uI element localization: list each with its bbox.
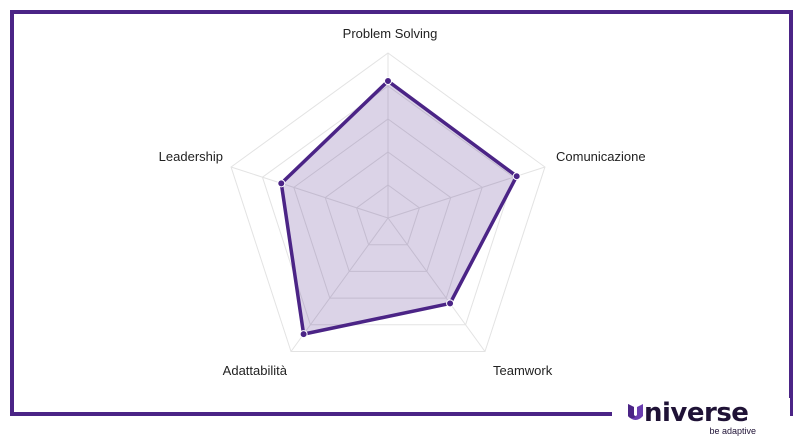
brand-logo: niverse be adaptive [612, 398, 790, 442]
data-area [279, 79, 519, 336]
grid-ring [293, 118, 483, 299]
brand-u-icon [628, 404, 643, 420]
grid-ring [261, 85, 515, 326]
grid-ring [356, 184, 420, 246]
axis-label-adattabilit-: Adattabilità [223, 363, 288, 378]
grid-ring [324, 151, 452, 272]
axis-label-leadership: Leadership [159, 149, 223, 164]
axis-label-problem-solving: Problem Solving [343, 26, 438, 41]
grid-ring [230, 52, 546, 352]
axis-label-comunicazione: Comunicazione [556, 149, 646, 164]
grid-spoke [230, 166, 389, 219]
data-point-problem-solving [384, 77, 392, 86]
chart-frame [10, 10, 793, 416]
grid-spoke [290, 217, 389, 352]
data-point-teamwork [446, 299, 455, 308]
data-point-leadership [277, 179, 286, 188]
brand-name: niverse [644, 398, 749, 428]
grid-spoke [387, 217, 486, 352]
data-point-comunicazione [512, 172, 521, 181]
axis-label-teamwork: Teamwork [493, 363, 553, 378]
data-point-adattabilit- [299, 330, 308, 339]
brand-wordmark: niverse [628, 398, 749, 428]
brand-tagline: be adaptive [709, 426, 756, 436]
